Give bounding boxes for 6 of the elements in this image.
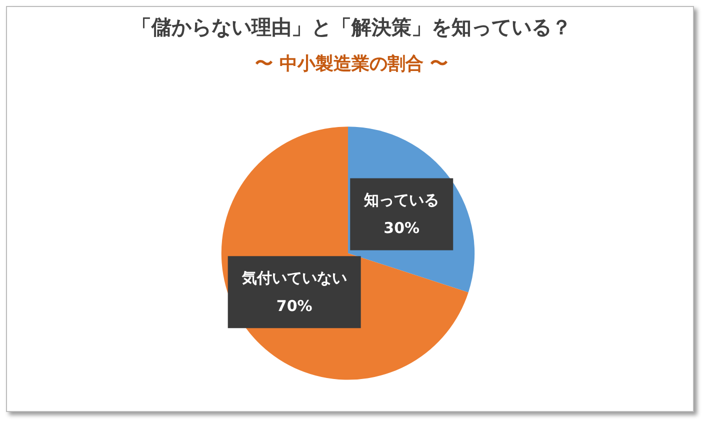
data-label: 30%: [384, 219, 420, 238]
chart-subtitle: 〜 中小製造業の割合 〜: [255, 54, 448, 74]
slice-label: 気付いていない: [240, 269, 347, 288]
slice-label: 知っている: [363, 191, 440, 210]
data-label: 70%: [276, 297, 312, 316]
chart-title: 「儲からない理由」と「解決策」を知っている？: [132, 15, 572, 39]
